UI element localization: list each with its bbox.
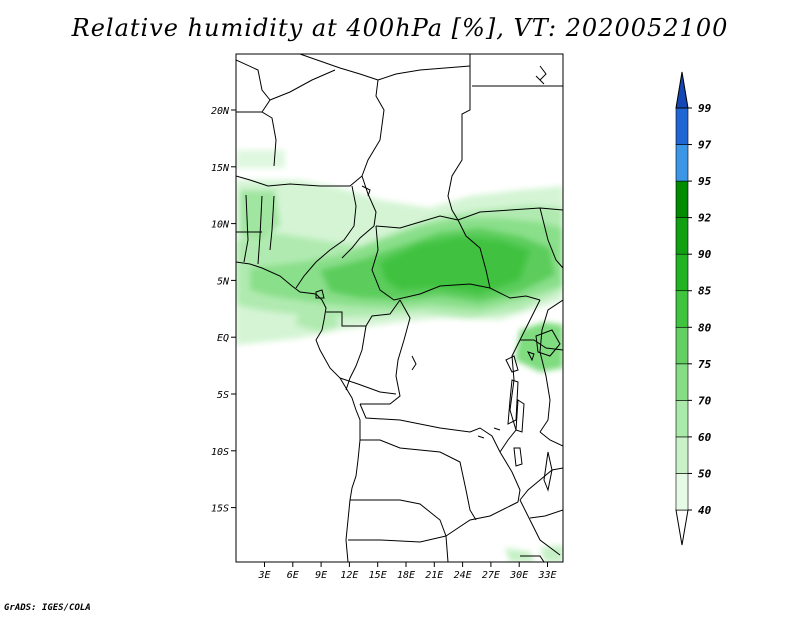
- lon-tick-label: 21E: [425, 570, 443, 581]
- colorbar-label: 95: [698, 175, 712, 188]
- lat-tick-label: 10N: [211, 220, 230, 231]
- humidity-shading: [236, 150, 563, 562]
- map-frame: [235, 53, 564, 563]
- lon-tick-label: 24E: [454, 570, 472, 581]
- colorbar-label: 85: [698, 285, 712, 298]
- lat-tick-label: 10S: [211, 447, 229, 458]
- colorbar-box: [675, 400, 689, 438]
- lat-tick-label: 5N: [217, 276, 230, 287]
- colorbar-low-triangle: [675, 509, 689, 546]
- colorbar-label: 99: [698, 102, 712, 115]
- colorbar-box: [675, 144, 689, 182]
- colorbar-box: [675, 436, 689, 474]
- credit-label: GrADS: IGES/COLA: [4, 603, 91, 613]
- lon-tick-label: 27E: [482, 570, 500, 581]
- colorbar-label: 75: [698, 358, 712, 371]
- colorbar-box: [675, 326, 689, 365]
- colorbar-box: [675, 473, 689, 511]
- colorbar-label: 97: [698, 139, 712, 152]
- lon-tick-label: 9E: [315, 570, 327, 581]
- colorbar-label: 70: [698, 394, 712, 407]
- colorbar-high-triangle: [675, 71, 689, 109]
- colorbar-label: 50: [698, 467, 712, 480]
- lon-tick-label: 30E: [509, 570, 528, 581]
- lon-tick-label: 33E: [537, 570, 556, 581]
- lat-tick-label: 15S: [211, 504, 229, 515]
- latitude-axis: 20N 15N 10N 5N EQ 5S 10S 15S: [211, 106, 236, 515]
- country-borders: [236, 54, 563, 562]
- colorbar-label: 80: [698, 321, 712, 334]
- colorbar-box: [675, 253, 689, 292]
- longitude-axis: 3E 6E 9E 12E 15E 18E 21E 24E 27E 30E 33E: [257, 562, 557, 581]
- colorbar: 40 50 60 70 75 80 85 90 92 95 97 99: [675, 71, 712, 546]
- colorbar-box: [675, 290, 689, 328]
- colorbar-label: 90: [698, 248, 712, 261]
- lat-tick-label: 20N: [211, 106, 230, 117]
- colorbar-box: [675, 180, 689, 218]
- lat-tick-label: EQ: [217, 333, 229, 344]
- lon-tick-label: 6E: [287, 570, 299, 581]
- lon-tick-label: 15E: [369, 570, 387, 581]
- colorbar-box: [675, 107, 689, 145]
- lat-tick-label: 15N: [211, 163, 230, 174]
- lat-tick-label: 5S: [217, 390, 229, 401]
- chart-title: Relative humidity at 400hPa [%], VT: 202…: [71, 14, 729, 42]
- colorbar-box: [675, 363, 689, 401]
- colorbar-box: [675, 217, 689, 255]
- lon-tick-label: 3E: [257, 570, 270, 581]
- colorbar-label: 40: [698, 504, 712, 517]
- lon-tick-label: 18E: [397, 570, 415, 581]
- lon-tick-label: 12E: [340, 570, 358, 581]
- colorbar-label: 92: [698, 212, 712, 225]
- colorbar-label: 60: [698, 431, 712, 444]
